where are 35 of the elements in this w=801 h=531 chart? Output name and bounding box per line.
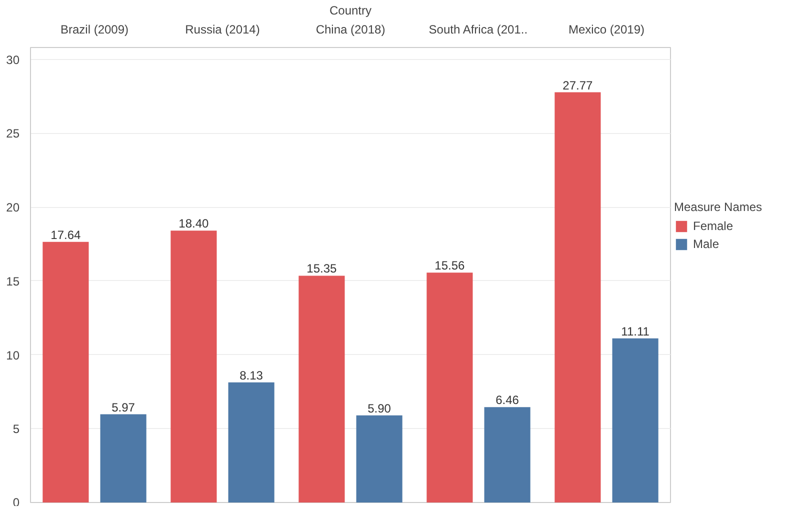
data-label: 18.40 <box>178 216 210 231</box>
bar <box>298 276 345 502</box>
legend-label: Male <box>693 237 720 252</box>
data-label: 17.64 <box>50 228 82 242</box>
x-tick-label: China (2018) <box>316 22 386 36</box>
data-label: 15.35 <box>306 262 338 276</box>
y-tick-label: 20 <box>6 200 20 215</box>
bar <box>42 242 89 502</box>
data-label: 15.56 <box>434 258 466 273</box>
y-tick-label: 25 <box>6 126 20 141</box>
x-tick-label: South Africa (201.. <box>428 22 528 36</box>
bar <box>484 407 530 502</box>
x-tick-label: Russia (2014) <box>185 22 260 36</box>
legend-label: Female <box>693 219 734 234</box>
y-tick-label: 10 <box>6 348 20 362</box>
data-label: 11.11 <box>621 324 650 338</box>
bar <box>612 338 658 502</box>
x-tick-label: Mexico (2019) <box>568 22 645 36</box>
y-tick-label: 30 <box>6 52 20 67</box>
bar <box>356 415 402 502</box>
y-tick-label: 5 <box>12 422 20 436</box>
y-tick-label: 15 <box>6 274 20 288</box>
bar <box>100 414 146 502</box>
data-label: 5.90 <box>368 401 392 416</box>
data-label: 8.13 <box>240 368 264 382</box>
data-label: 5.97 <box>112 400 136 414</box>
bar <box>426 272 473 502</box>
bar <box>554 92 601 502</box>
data-label: 6.46 <box>496 393 520 408</box>
x-axis-title: Country <box>329 4 372 18</box>
bar <box>228 382 274 502</box>
data-label: 27.77 <box>562 78 594 92</box>
legend-title: Measure Names <box>674 200 762 214</box>
bar <box>170 230 217 502</box>
x-tick-label: Brazil (2009) <box>60 22 129 36</box>
